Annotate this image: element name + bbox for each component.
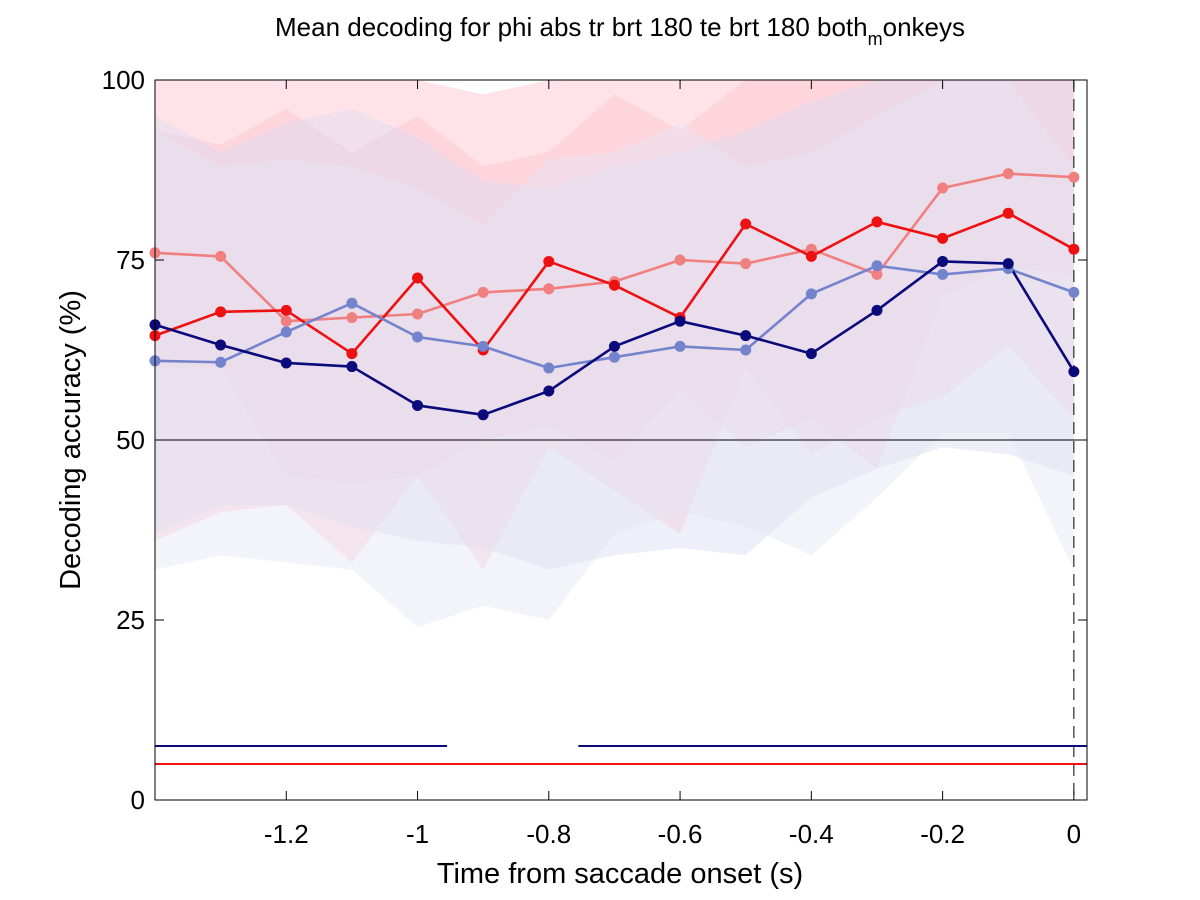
series-point-3-8 xyxy=(608,351,620,363)
series-point-4-14 xyxy=(1002,258,1014,270)
y-axis-label: Decoding accuracy (%) xyxy=(55,290,87,590)
y-tick-label: 100 xyxy=(102,65,145,95)
series-point-4-3 xyxy=(280,357,292,369)
series-point-4-7 xyxy=(543,385,555,397)
confidence-band-3 xyxy=(155,80,1074,570)
series-point-2-13 xyxy=(937,232,949,244)
series-point-2-7 xyxy=(543,255,555,267)
series-point-2-5 xyxy=(412,272,424,284)
series-point-1-14 xyxy=(1002,168,1014,180)
x-axis-label: Time from saccade onset (s) xyxy=(437,858,803,890)
series-point-2-12 xyxy=(871,216,883,228)
series-point-3-9 xyxy=(674,340,686,352)
series-point-1-12 xyxy=(871,268,883,280)
y-tick-label: 0 xyxy=(131,785,145,815)
series-point-1-2 xyxy=(215,250,227,262)
series-point-1-9 xyxy=(674,254,686,266)
reference-lines xyxy=(155,80,1087,800)
series-point-2-8 xyxy=(608,279,620,291)
series-point-3-15 xyxy=(1068,286,1080,298)
series-point-1-15 xyxy=(1068,171,1080,183)
series-point-4-12 xyxy=(871,304,883,316)
series-point-3-13 xyxy=(937,268,949,280)
x-tick-label: -0.4 xyxy=(789,819,834,849)
series-point-2-2 xyxy=(215,306,227,318)
series-point-4-4 xyxy=(346,361,358,373)
confidence-bands xyxy=(155,80,1074,628)
series-point-4-2 xyxy=(215,339,227,351)
series-point-2-3 xyxy=(280,304,292,316)
series-point-1-6 xyxy=(477,286,489,298)
y-tick-labels: 0 25 50 75 100 xyxy=(102,65,145,815)
chart-title-suffix: onkeys xyxy=(883,12,965,42)
series-point-1-5 xyxy=(412,308,424,320)
series-point-2-4 xyxy=(346,348,358,360)
series-points xyxy=(149,168,1080,421)
x-tick-labels: -1.2 -1 -0.8 -0.6 -0.4 -0.2 0 xyxy=(264,819,1081,849)
series-point-4-9 xyxy=(674,315,686,327)
series-point-1-10 xyxy=(740,258,752,270)
x-tick-label: -0.8 xyxy=(526,819,571,849)
y-tick-label: 75 xyxy=(116,245,145,275)
series-point-2-14 xyxy=(1002,207,1014,219)
series-point-3-6 xyxy=(477,340,489,352)
series-point-3-4 xyxy=(346,297,358,309)
series-point-4-6 xyxy=(477,409,489,421)
confidence-band-2 xyxy=(155,80,1074,570)
series-point-3-2 xyxy=(215,356,227,368)
x-tick-label: -1 xyxy=(406,819,429,849)
series-point-3-7 xyxy=(543,362,555,374)
y-tick-label: 50 xyxy=(116,425,145,455)
chart-title-main: Mean decoding for phi abs tr brt 180 te … xyxy=(275,12,868,42)
chart-title: Mean decoding for phi abs tr brt 180 te … xyxy=(275,12,965,49)
series-point-3-5 xyxy=(412,331,424,343)
series-point-2-10 xyxy=(740,218,752,230)
series-point-4-10 xyxy=(740,330,752,342)
series-point-1-13 xyxy=(937,182,949,194)
y-tick-label: 25 xyxy=(116,605,145,635)
series-point-4-13 xyxy=(937,255,949,267)
series-point-4-8 xyxy=(608,340,620,352)
chart-title-subscript: m xyxy=(868,29,883,49)
series-point-3-12 xyxy=(871,260,883,272)
x-tick-label: -0.6 xyxy=(658,819,703,849)
series-point-3-11 xyxy=(805,288,817,300)
series-point-3-3 xyxy=(280,326,292,338)
x-tick-label: 0 xyxy=(1067,819,1081,849)
series-point-4-15 xyxy=(1068,366,1080,378)
x-tick-label: -1.2 xyxy=(264,819,309,849)
series-point-4-5 xyxy=(412,399,424,411)
series-point-4-11 xyxy=(805,348,817,360)
significance-bars xyxy=(155,745,1087,765)
series-point-2-11 xyxy=(805,250,817,262)
series-point-1-3 xyxy=(280,315,292,327)
axes xyxy=(154,79,1088,801)
series-point-1-7 xyxy=(543,283,555,295)
series-point-2-15 xyxy=(1068,243,1080,255)
x-tick-label: -0.2 xyxy=(920,819,965,849)
series-point-3-10 xyxy=(740,344,752,356)
series-point-1-4 xyxy=(346,312,358,324)
